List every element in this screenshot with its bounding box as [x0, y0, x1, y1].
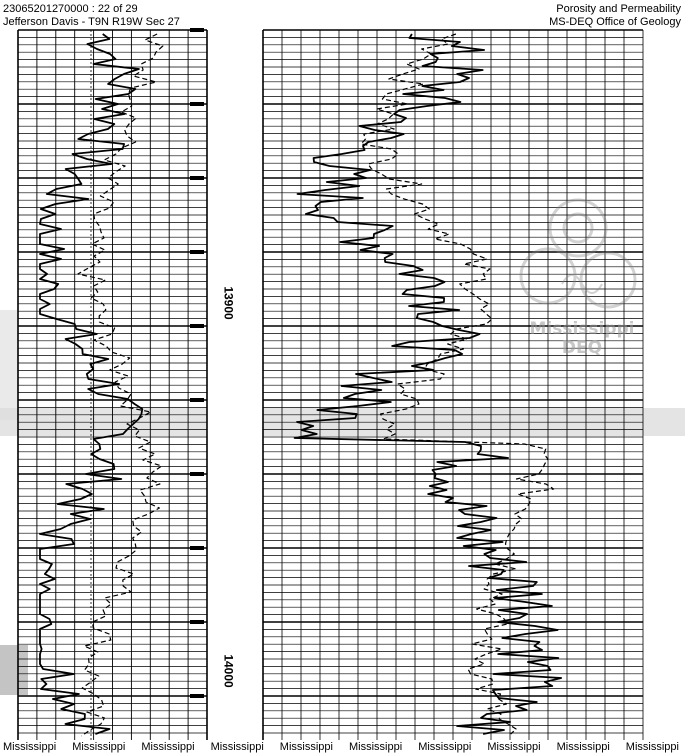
depth-tick: [190, 620, 204, 624]
scan-smudge: [0, 310, 18, 420]
footer-text: Mississippi: [279, 741, 333, 753]
depth-tick: [190, 250, 204, 254]
depth-label-13900: 13900: [221, 286, 236, 320]
depth-tick: [190, 694, 204, 698]
footer-text: Mississippi: [72, 741, 126, 753]
footer-text: Mississippi: [141, 741, 195, 753]
agency-name: MS-DEQ Office of Geology: [549, 16, 681, 28]
footer-text: Mississippi: [3, 741, 57, 753]
depth-tick: [190, 176, 204, 180]
depth-tick: [190, 102, 204, 106]
watermark-line-2: DEQ: [561, 338, 603, 358]
footer-text: Mississippi: [487, 741, 541, 753]
depth-tick: [190, 472, 204, 476]
scan-smudge: [0, 645, 28, 695]
watermark-text: Mississippi DEQ: [522, 320, 642, 358]
footer-text: Mississippi: [418, 741, 472, 753]
log-curve-solid: [293, 33, 563, 735]
record-id: 23065201270000 : 22 of 29: [3, 3, 138, 15]
footer-text: Mississippi: [556, 741, 610, 753]
depth-tick: [190, 398, 204, 402]
depth-label-14000: 14000: [221, 654, 236, 688]
depth-track: [207, 30, 263, 740]
footer-text: Mississippi: [625, 741, 679, 753]
page-title: Porosity and Permeability: [556, 3, 681, 15]
watermark-line-1: Mississippi: [529, 319, 635, 339]
footer-watermark-strip: Mississippi Mississippi Mississippi Mississ…: [0, 740, 685, 755]
depth-tick: [190, 28, 204, 32]
footer-text: Mississippi: [210, 741, 264, 753]
log-curve-dashed: [77, 33, 164, 737]
log-curve-solid: [39, 33, 144, 735]
depth-tick: [190, 546, 204, 550]
footer-text: Mississippi: [349, 741, 403, 753]
depth-tick: [190, 324, 204, 328]
deq-seal-watermark: [519, 198, 637, 309]
log-curve-dashed: [360, 33, 555, 735]
well-location: Jefferson Davis - T9N R19W Sec 27: [3, 16, 180, 28]
